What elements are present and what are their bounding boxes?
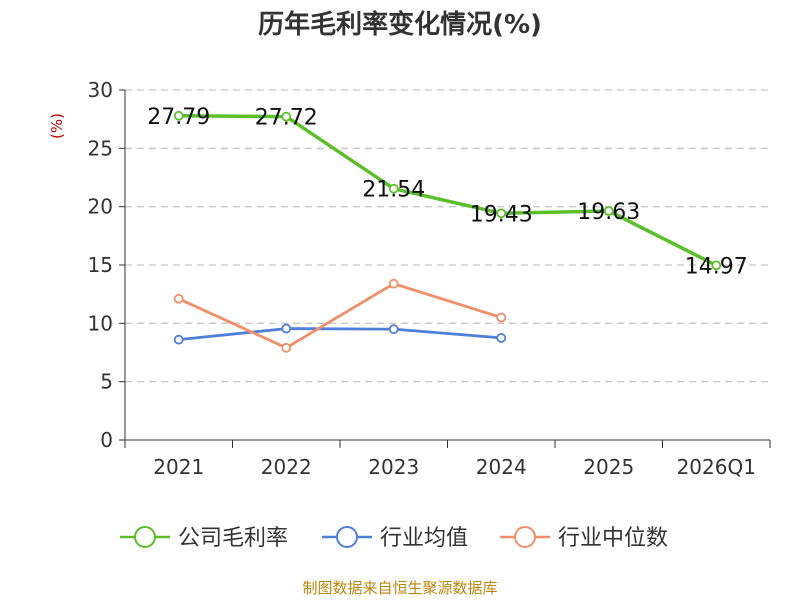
data-point[interactable] <box>388 278 399 289</box>
data-labels: 27.79 27.72 21.54 19.43 19.63 14.97 <box>147 105 747 280</box>
x-tick-label: 2024 <box>476 455 527 479</box>
legend-marker-icon <box>336 526 358 548</box>
data-point[interactable] <box>173 293 184 304</box>
x-tick-label: 2023 <box>368 455 419 479</box>
legend-marker-icon <box>514 526 536 548</box>
data-label: 27.72 <box>255 106 318 131</box>
y-tick-label: 10 <box>88 311 113 335</box>
legend: 公司毛利率 行业均值 行业中位数 <box>120 526 668 551</box>
data-label: 19.63 <box>577 200 640 225</box>
y-tick-label: 30 <box>88 78 113 102</box>
data-point[interactable] <box>496 208 507 219</box>
legend-label: 行业中位数 <box>558 526 668 551</box>
x-tick-label: 2021 <box>153 455 204 479</box>
y-axis-unit: (%) <box>48 113 66 139</box>
data-label: 21.54 <box>362 178 425 203</box>
series-line <box>178 327 502 342</box>
data-point[interactable] <box>496 312 507 323</box>
legend-item[interactable]: 公司毛利率 <box>120 526 288 551</box>
data-point[interactable] <box>281 111 292 122</box>
data-label: 27.79 <box>147 105 210 130</box>
y-tick-label: 0 <box>100 428 113 452</box>
chart-title: 历年毛利率变化情况(%) <box>258 9 542 40</box>
data-label: 14.97 <box>685 254 748 279</box>
data-point[interactable] <box>281 342 292 353</box>
legend-marker-icon <box>134 526 156 548</box>
y-tick-label: 25 <box>88 136 113 160</box>
data-point[interactable] <box>173 334 184 345</box>
x-tick-label: 2025 <box>583 455 634 479</box>
x-tick-label: 2026Q1 <box>677 455 756 479</box>
y-tick-label: 20 <box>88 195 113 219</box>
source-note: 制图数据来自恒生聚源数据库 <box>302 579 497 597</box>
data-point[interactable] <box>388 324 399 335</box>
data-point[interactable] <box>281 323 292 334</box>
data-point[interactable] <box>496 333 507 343</box>
series-line <box>178 114 718 267</box>
x-tick-label: 2022 <box>261 455 312 479</box>
data-point[interactable] <box>388 183 399 194</box>
legend-label: 公司毛利率 <box>178 526 288 551</box>
data-point[interactable] <box>711 260 722 271</box>
data-label: 19.43 <box>470 202 533 227</box>
data-point[interactable] <box>173 110 184 121</box>
series-line <box>178 282 502 350</box>
data-point[interactable] <box>603 206 614 216</box>
y-tick-label: 5 <box>100 370 113 394</box>
legend-item[interactable]: 行业均值 <box>322 526 468 551</box>
y-tick-label: 15 <box>88 253 113 277</box>
grid <box>125 89 770 383</box>
series-layer <box>173 110 722 353</box>
legend-item[interactable]: 行业中位数 <box>500 526 668 551</box>
legend-label: 行业均值 <box>380 526 468 551</box>
